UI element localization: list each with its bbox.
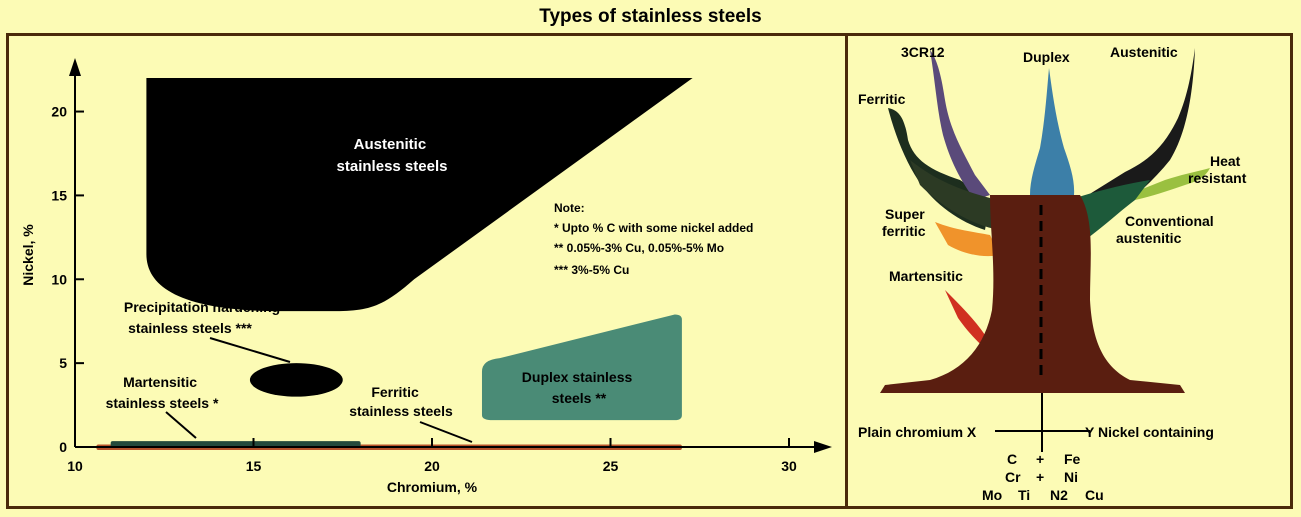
x-tick-label: 30 — [781, 458, 797, 474]
duplex-region — [481, 314, 682, 421]
martensitic-leader — [165, 411, 197, 439]
x-tick-label: 15 — [246, 458, 262, 474]
x-tick-label: 25 — [603, 458, 619, 474]
ferritic-label: Ferritic stainless steels — [349, 384, 453, 419]
martensitic-label: Martensitic stainless steels * — [106, 374, 219, 411]
page-title: Types of stainless steels — [539, 6, 762, 27]
y-tick-label: 10 — [51, 271, 67, 287]
y-tick-label: 5 — [59, 355, 67, 371]
x-axis-label: Chromium, % — [387, 479, 478, 495]
y-tick-label: 20 — [51, 104, 67, 120]
y-tick-label: 0 — [59, 439, 67, 455]
precipitation-label: Precipitation hardening stainless steels… — [124, 299, 284, 336]
y-axis-label: Nickel, % — [20, 224, 36, 286]
duplex-label: Duplex stainless steels ** — [522, 369, 636, 406]
austenitic-label: Austenitic stainless steels — [337, 136, 448, 175]
stainless-chart: 10 15 20 25 30 0 5 10 15 20 Chromium, % Nickel, %… — [20, 58, 832, 495]
figure-frame — [6, 33, 1293, 509]
x-tick-label: 10 — [67, 458, 83, 474]
ferritic-leader — [419, 421, 473, 443]
x-tick-label: 20 — [424, 458, 440, 474]
precipitation-leader — [209, 337, 291, 363]
x-axis-arrow — [814, 441, 832, 453]
austenitic-region — [146, 78, 693, 312]
precipitation-hardening-region — [249, 363, 343, 397]
panel-divider — [845, 33, 848, 509]
y-tick-label: 15 — [51, 187, 67, 203]
notes: Note: * Upto % C with some nickel added … — [554, 201, 757, 277]
y-axis-arrow — [69, 58, 81, 76]
